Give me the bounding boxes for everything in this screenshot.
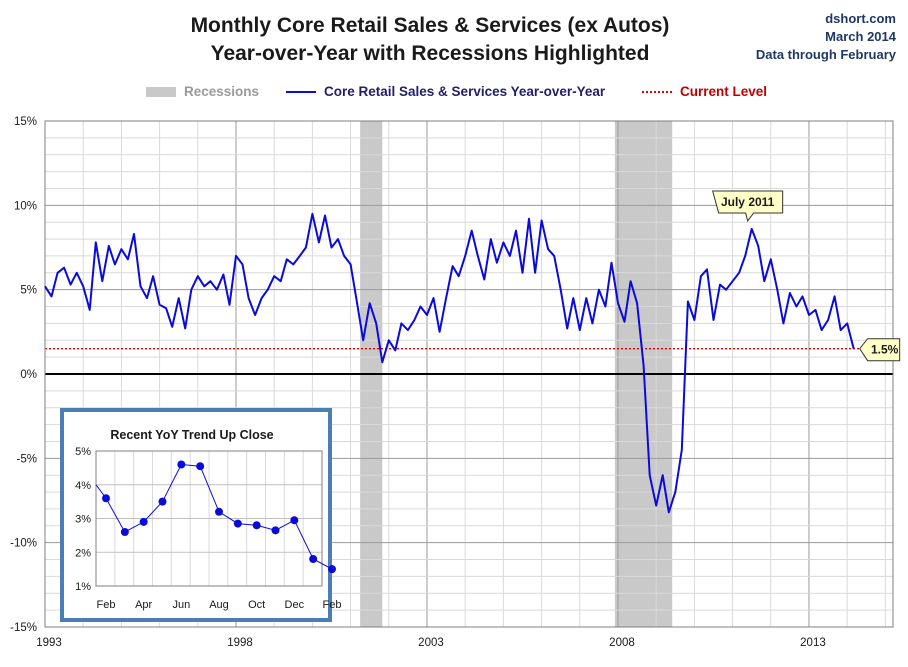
y-tick-label: -10% bbox=[10, 538, 37, 550]
title-line-1: Monthly Core Retail Sales & Services (ex… bbox=[190, 14, 670, 37]
callout-july-2011: July 2011 bbox=[712, 190, 784, 223]
inset-data-point bbox=[233, 519, 242, 528]
inset-data-point bbox=[196, 462, 205, 471]
inset-data-point bbox=[158, 497, 167, 506]
title-line-2: Year-over-Year with Recessions Highlight… bbox=[210, 42, 650, 65]
callout-current-level: 1.5% bbox=[859, 338, 901, 362]
inset-data-point bbox=[309, 555, 318, 563]
current-callout-box bbox=[859, 338, 901, 362]
inset-frame bbox=[60, 408, 332, 622]
y-tick-label: -15% bbox=[10, 622, 37, 634]
y-tick-label: 5% bbox=[20, 285, 37, 297]
chart-legend: Recessions Core Retail Sales & Services … bbox=[0, 82, 908, 102]
inset-data-point bbox=[328, 565, 336, 574]
source-note: Data through February bbox=[755, 47, 896, 62]
inset-chart: Recent YoY Trend Up Close 5% 4% 3% 2% 1% Feb Ap… bbox=[60, 408, 342, 622]
source-site: dshort.com bbox=[825, 11, 896, 26]
x-tick-label: 1993 bbox=[36, 637, 62, 649]
y-tick-label: 10% bbox=[14, 200, 37, 212]
inset-data-point bbox=[120, 528, 129, 536]
inset-data-point bbox=[215, 507, 223, 516]
inset-data-point bbox=[177, 460, 186, 469]
source-info: dshort.com March 2014 Data through Febru… bbox=[756, 10, 896, 64]
inset-y-tick-label: 4% bbox=[75, 480, 91, 492]
x-tick-label: 2003 bbox=[418, 637, 444, 649]
inset-x-tick-label: Oct bbox=[248, 599, 265, 611]
inset-data-point bbox=[271, 526, 280, 535]
x-tick-label: 1998 bbox=[227, 637, 253, 649]
legend-swatch-recessions bbox=[146, 86, 176, 97]
y-tick-label: -5% bbox=[17, 453, 37, 465]
inset-y-tick-label: 3% bbox=[75, 514, 91, 526]
inset-y-tick-label: 5% bbox=[75, 446, 91, 458]
inset-data-point bbox=[102, 494, 110, 503]
inset-x-tick-label: Apr bbox=[135, 599, 152, 611]
inset-title: Recent YoY Trend Up Close bbox=[110, 428, 273, 442]
chart-title: Monthly Core Retail Sales & Services (ex… bbox=[150, 12, 710, 68]
legend-swatch-current bbox=[642, 90, 672, 93]
current-callout-text: 1.5% bbox=[871, 343, 899, 357]
series-line-core-retail bbox=[44, 212, 855, 514]
x-tick-label: 2013 bbox=[800, 637, 826, 649]
source-date: March 2014 bbox=[825, 29, 896, 44]
inset-y-tick-label: 2% bbox=[75, 547, 91, 559]
legend-item-current: Current Level bbox=[642, 84, 767, 99]
inset-y-tick-label: 1% bbox=[75, 581, 91, 593]
legend-label-current: Current Level bbox=[680, 84, 768, 99]
callout-box bbox=[712, 190, 784, 223]
inset-data-point bbox=[139, 517, 148, 526]
inset-data-point bbox=[290, 516, 299, 525]
legend-swatch-series bbox=[286, 90, 316, 93]
inset-x-tick-label: Jun bbox=[172, 599, 190, 611]
legend-label-recessions: Recessions bbox=[184, 84, 260, 99]
inset-x-tick-label: Feb bbox=[97, 599, 116, 611]
x-tick-label: 2008 bbox=[609, 637, 635, 649]
inset-x-tick-label: Dec bbox=[285, 599, 305, 611]
legend-item-series: Core Retail Sales & Services Year-over-Y… bbox=[286, 84, 605, 99]
callout-text: July 2011 bbox=[721, 195, 775, 209]
inset-x-tick-label: Feb bbox=[323, 599, 342, 611]
inset-data-point bbox=[252, 521, 261, 530]
y-tick-label: 0% bbox=[20, 369, 37, 381]
y-tick-label: 15% bbox=[14, 116, 37, 128]
legend-label-series: Core Retail Sales & Services Year-over-Y… bbox=[324, 84, 606, 99]
plot-border bbox=[44, 120, 894, 628]
inset-plot-border bbox=[95, 450, 323, 587]
inset-x-tick-label: Aug bbox=[209, 599, 229, 611]
legend-item-recessions: Recessions bbox=[146, 84, 259, 99]
